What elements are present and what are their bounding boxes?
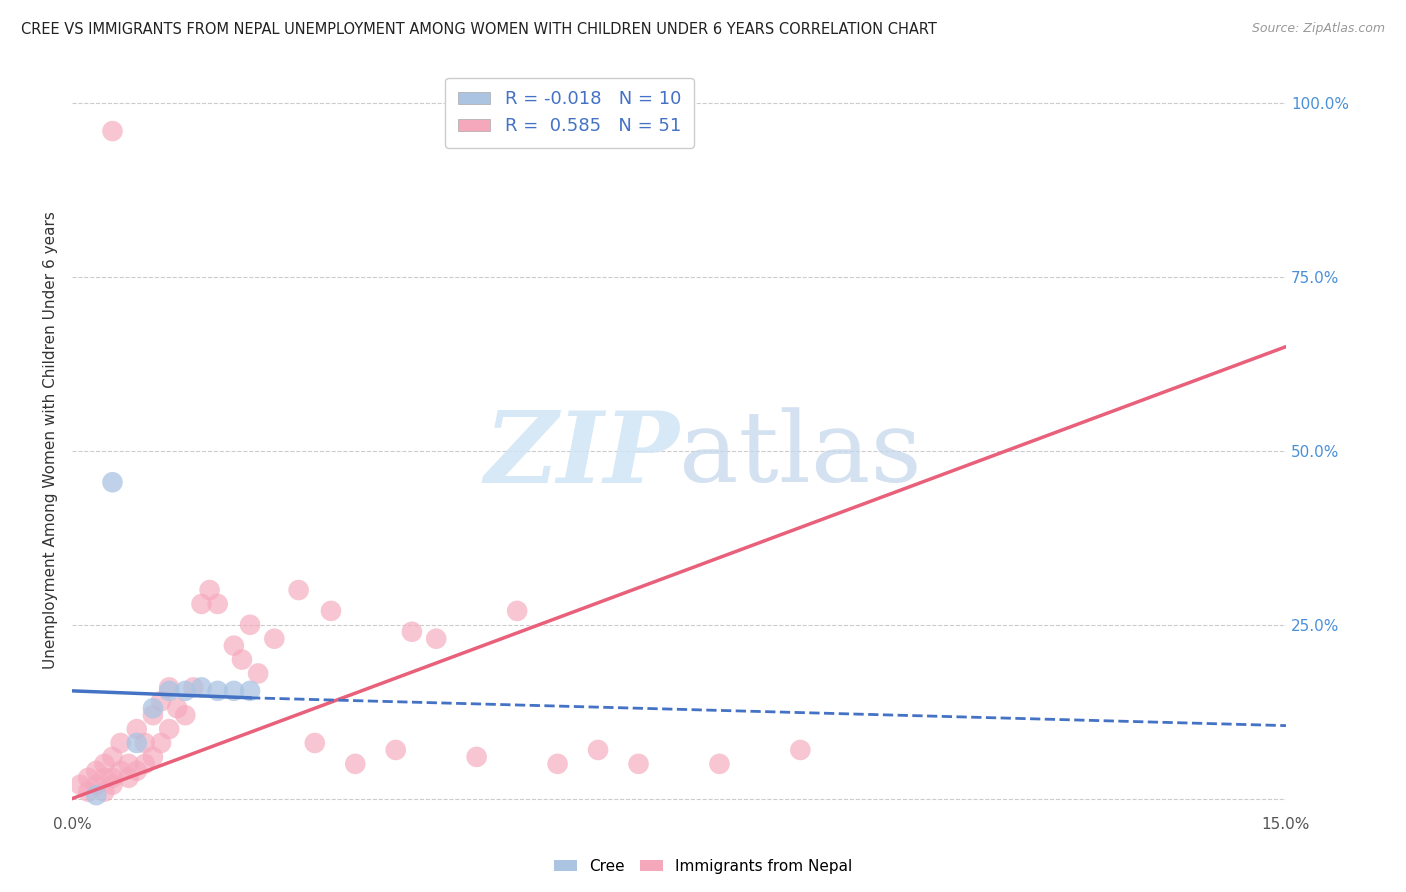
Point — [319, 604, 342, 618]
Point — [401, 624, 423, 639]
Point — [222, 639, 245, 653]
Legend: Cree, Immigrants from Nepal: Cree, Immigrants from Nepal — [548, 853, 858, 880]
Point — [166, 701, 188, 715]
Point — [142, 708, 165, 723]
Point — [222, 683, 245, 698]
Point — [101, 778, 124, 792]
Point — [93, 785, 115, 799]
Point — [239, 617, 262, 632]
Text: atlas: atlas — [679, 408, 922, 503]
Point — [465, 750, 488, 764]
Point — [84, 778, 107, 792]
Legend: R = -0.018   N = 10, R =  0.585   N = 51: R = -0.018 N = 10, R = 0.585 N = 51 — [446, 78, 693, 148]
Point — [125, 764, 148, 778]
Point — [134, 736, 156, 750]
Point — [142, 750, 165, 764]
Text: Source: ZipAtlas.com: Source: ZipAtlas.com — [1251, 22, 1385, 36]
Point — [174, 708, 197, 723]
Text: CREE VS IMMIGRANTS FROM NEPAL UNEMPLOYMENT AMONG WOMEN WITH CHILDREN UNDER 6 YEA: CREE VS IMMIGRANTS FROM NEPAL UNEMPLOYME… — [21, 22, 936, 37]
Point — [586, 743, 609, 757]
Point — [207, 597, 229, 611]
Point — [118, 756, 141, 771]
Point — [110, 736, 132, 750]
Point — [506, 604, 529, 618]
Point — [110, 764, 132, 778]
Point — [84, 788, 107, 802]
Text: ZIP: ZIP — [484, 407, 679, 504]
Point — [125, 722, 148, 736]
Point — [263, 632, 285, 646]
Point — [304, 736, 326, 750]
Point — [150, 694, 173, 708]
Point — [190, 681, 212, 695]
Point — [183, 681, 205, 695]
Point — [157, 681, 180, 695]
Point — [101, 475, 124, 490]
Point — [69, 778, 91, 792]
Point — [239, 683, 262, 698]
Y-axis label: Unemployment Among Women with Children Under 6 years: Unemployment Among Women with Children U… — [44, 211, 58, 670]
Point — [118, 771, 141, 785]
Point — [231, 652, 253, 666]
Point — [287, 582, 309, 597]
Point — [198, 582, 221, 597]
Point — [101, 124, 124, 138]
Point — [344, 756, 367, 771]
Point — [789, 743, 811, 757]
Point — [84, 764, 107, 778]
Point — [101, 750, 124, 764]
Point — [425, 632, 447, 646]
Point — [93, 771, 115, 785]
Point — [547, 756, 569, 771]
Point — [709, 756, 731, 771]
Point — [157, 722, 180, 736]
Point — [77, 771, 100, 785]
Point — [384, 743, 406, 757]
Point — [174, 683, 197, 698]
Point — [77, 785, 100, 799]
Point — [101, 771, 124, 785]
Point — [247, 666, 270, 681]
Point — [150, 736, 173, 750]
Point — [190, 597, 212, 611]
Point — [125, 736, 148, 750]
Point — [157, 683, 180, 698]
Point — [627, 756, 650, 771]
Point — [142, 701, 165, 715]
Point — [93, 756, 115, 771]
Point — [207, 683, 229, 698]
Point — [134, 756, 156, 771]
